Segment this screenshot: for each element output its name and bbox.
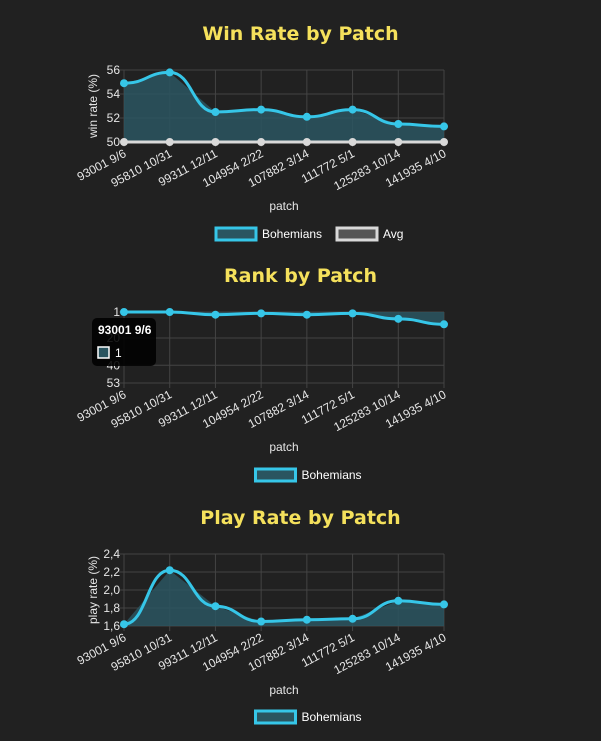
data-point	[302, 615, 311, 624]
y-tick-label: 2,4	[103, 547, 120, 561]
data-point	[211, 138, 220, 146]
chart-title-win-rate: Win Rate by Patch	[202, 23, 399, 45]
data-point	[302, 310, 311, 319]
legend-label: Avg	[383, 227, 403, 241]
y-tick-label: 1	[113, 305, 120, 319]
data-point	[394, 596, 403, 605]
data-point	[120, 138, 128, 146]
data-point	[394, 138, 403, 146]
data-point	[440, 600, 448, 609]
legend-label: Bohemians	[262, 227, 322, 241]
data-point	[211, 108, 220, 116]
data-point	[257, 617, 266, 626]
data-point	[394, 120, 403, 128]
tooltip-title: 93001 9/6	[98, 323, 152, 337]
data-point	[165, 68, 174, 77]
series-line	[123, 310, 445, 326]
x-axis-title: patch	[269, 440, 298, 454]
y-tick-label: 2,0	[103, 583, 120, 597]
data-point	[302, 112, 311, 121]
data-point	[165, 308, 174, 316]
legend-swatch	[335, 226, 379, 242]
data-point	[165, 138, 174, 146]
data-point	[211, 310, 220, 319]
data-point	[120, 308, 128, 316]
series-line	[123, 70, 445, 128]
y-tick-label: 52	[107, 111, 121, 125]
y-axis-title: play rate (%)	[86, 556, 100, 624]
legend-label: Bohemians	[302, 710, 362, 724]
y-axis-title: win rate (%)	[86, 74, 100, 139]
data-point	[257, 105, 266, 114]
chart-title-rank: Rank by Patch	[224, 265, 377, 287]
series-area	[124, 570, 444, 626]
data-point	[302, 138, 311, 146]
chart-title-play-rate: Play Rate by Patch	[200, 507, 401, 529]
y-tick-label: 50	[107, 135, 121, 149]
data-point	[440, 320, 448, 329]
y-tick-label: 54	[107, 87, 121, 101]
x-axis-title: patch	[269, 683, 298, 697]
y-tick-label: 56	[107, 63, 121, 77]
series-area	[124, 312, 444, 325]
x-axis-title: patch	[269, 199, 298, 213]
data-point	[120, 620, 128, 629]
data-point	[211, 602, 220, 611]
y-tick-label: 1,8	[103, 601, 120, 615]
data-point	[348, 614, 357, 623]
data-point	[394, 314, 403, 323]
data-point	[257, 309, 266, 318]
legend-swatch	[254, 467, 297, 483]
y-tick-label: 2,2	[103, 565, 120, 579]
series-area	[124, 72, 444, 142]
data-point	[348, 309, 357, 318]
y-tick-label: 1,6	[103, 619, 120, 633]
legend-label: Bohemians	[302, 468, 362, 482]
data-point	[348, 138, 357, 146]
data-point	[257, 138, 266, 146]
tooltip-swatch	[97, 346, 110, 359]
data-point	[440, 122, 448, 131]
data-point	[120, 79, 128, 88]
y-tick-label: 53	[107, 376, 121, 390]
data-point	[440, 138, 448, 146]
legend-swatch	[254, 709, 297, 725]
legend-swatch	[214, 226, 258, 242]
tooltip-value: 1	[115, 346, 122, 360]
data-point	[348, 105, 357, 114]
data-point	[165, 566, 174, 575]
